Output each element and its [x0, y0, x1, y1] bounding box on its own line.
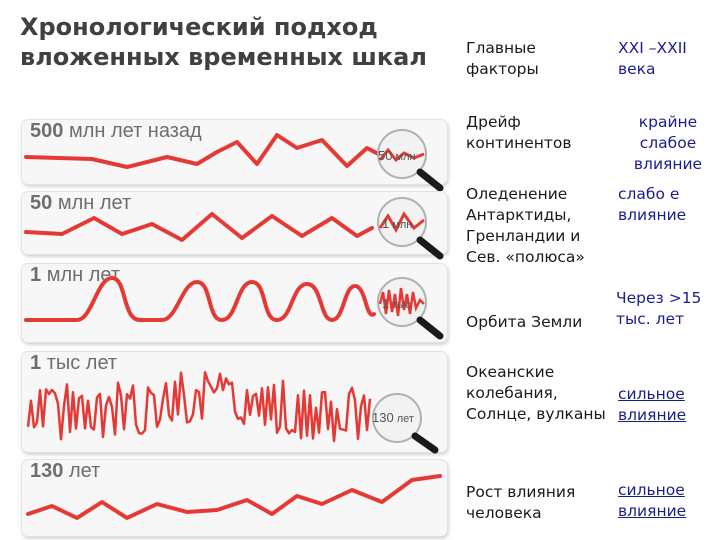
timescale-number: 500	[30, 120, 64, 142]
timescale-label: 1 млн лет	[30, 264, 120, 287]
magnifier-icon	[372, 393, 439, 454]
factor-earth-orbit: Орбита Земли	[466, 313, 583, 331]
timescale-unit: млн лет	[46, 264, 120, 286]
lens-number: 1	[382, 216, 390, 231]
timescale-panel-1kyr: 1 тыс лет 130 лет	[22, 352, 447, 454]
timescale-curve-1myr	[24, 276, 444, 340]
timescale-number: 1	[30, 352, 42, 374]
factor-continental-drift: Дрейф континентов	[466, 113, 572, 152]
timescale-label: 500 млн лет назад	[30, 120, 202, 143]
magnifier-icon	[377, 197, 444, 260]
timescale-curve-130yr	[26, 474, 442, 520]
lens-label: 1 тыс	[382, 296, 411, 311]
timescale-unit: лет	[68, 460, 101, 482]
lens-label: 1 млн	[382, 216, 412, 231]
timescale-panel-500myr: 500 млн лет назад 50 млн	[22, 120, 447, 192]
factor-glaciation: Оледенение Антарктиды, Гренландии и Сев.…	[466, 185, 585, 266]
timescale-curve-500myr	[24, 129, 444, 192]
timescale-unit: млн лет	[57, 192, 132, 214]
timescale-number: 130	[30, 460, 64, 482]
lens-label: 130 лет	[372, 410, 414, 425]
timescale-label: 50 млн лет	[30, 192, 131, 215]
lens-unit: млн	[395, 151, 416, 163]
effect-human-influence: сильное влияние	[618, 481, 687, 520]
lens-label: 50 млн	[378, 148, 416, 163]
magnifier-icon	[377, 129, 444, 192]
factor-human-influence: Рост влияния человека	[466, 483, 576, 522]
lens-unit: лет	[396, 413, 414, 425]
magnifier-icon	[377, 277, 444, 340]
factor-ocean-sun-volcano: Океанские колебания, Солнце, вулканы	[466, 363, 606, 423]
effect-ocean-sun-volcano: сильное влияние	[618, 385, 687, 424]
effect-glaciation: слабо е влияние	[618, 185, 687, 224]
header-factors: Главные факторы	[466, 39, 539, 78]
lens-unit: тыс	[392, 299, 411, 311]
timescale-unit: тыс лет	[46, 352, 118, 374]
lens-unit: млн	[392, 219, 413, 231]
lens-number: 1	[382, 296, 390, 311]
timescale-label: 130 лет	[30, 460, 100, 483]
slide-title: Хронологический подход вложенных временн…	[20, 13, 427, 71]
timescale-number: 50	[30, 192, 53, 214]
timescale-curve-1kyr	[26, 370, 439, 454]
timescale-panel-1myr: 1 млн лет 1 тыс	[22, 264, 447, 342]
lens-number: 50	[378, 148, 393, 163]
effect-continental-drift: крайне слабое влияние	[633, 113, 703, 173]
timescale-panel-130yr: 130 лет	[22, 460, 447, 536]
timescale-panel-50myr: 50 млн лет 1 млн	[22, 192, 447, 260]
timescale-number: 1	[30, 264, 42, 286]
timescale-unit: млн лет назад	[68, 120, 202, 142]
header-era: XXI –XXII века	[618, 39, 687, 78]
lens-number: 130	[372, 410, 394, 425]
timescale-curve-50myr	[24, 197, 444, 260]
effect-earth-orbit: Через >15 тыс. лет	[616, 289, 702, 328]
timescale-label: 1 тыс лет	[30, 352, 117, 375]
